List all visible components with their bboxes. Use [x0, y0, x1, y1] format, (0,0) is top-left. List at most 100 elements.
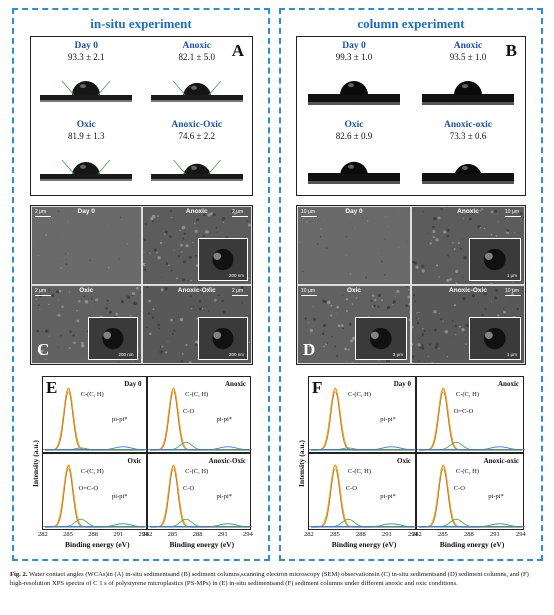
x-axis-label: Binding energy (eV) — [439, 540, 505, 549]
wca-cell: Anoxic 93.5 ± 1.0 — [411, 37, 525, 116]
xps-curves — [147, 387, 252, 451]
xps-curves — [417, 464, 525, 528]
xps-annotation: pi-pi* — [380, 415, 396, 423]
x-tick-label: 285 — [63, 531, 73, 538]
right-panel-title: column experiment — [357, 16, 465, 31]
xps-title: Anoxic-oxic — [483, 457, 519, 465]
panel-letter-e: E — [46, 378, 58, 397]
sem-image: Anoxic 2 μm 200 nm — [141, 206, 252, 285]
xps-title: Anoxic-Oxic — [208, 457, 246, 465]
wca-label: Oxic — [344, 120, 364, 130]
panel-letter-a: A — [231, 41, 244, 60]
xps-annotation: pi-pi* — [111, 415, 128, 423]
caption-prefix: Fig. 2. — [10, 571, 28, 578]
xps-annotation: pi-pi* — [216, 492, 232, 500]
x-tick-label: 291 — [217, 531, 228, 538]
x-tick-label: 282 — [304, 531, 314, 538]
xps-curves — [43, 387, 148, 451]
scale-bar-line — [35, 216, 51, 217]
sem-label: Day 0 — [345, 208, 363, 215]
xps-plot: Day 0 C-(C, H) pi-pi* — [308, 376, 417, 453]
wca-value: 82.1 ± 5.0 — [178, 52, 215, 62]
xps-component-pipi — [311, 446, 415, 451]
inset-scale: 3 μm — [392, 352, 403, 357]
sem-label: Anoxic-Oxic — [449, 287, 487, 294]
wca-value: 93.5 ± 1.0 — [449, 52, 487, 62]
sem-inset: 3 μm — [355, 316, 407, 360]
sem-label: Oxic — [79, 287, 94, 294]
left-panel-title: in-situ experiment — [90, 16, 192, 31]
scale-bar: 2 μm — [232, 288, 248, 296]
wca-value: 74.6 ± 2.2 — [178, 131, 215, 141]
sem-label: Anoxic-Oxic — [177, 287, 216, 294]
inset-scale: 200 nm — [118, 352, 134, 357]
x-tick-label: 282 — [142, 531, 153, 538]
wca-cell: Oxic 82.6 ± 0.9 — [297, 116, 411, 195]
x-tick-label: 288 — [192, 531, 203, 538]
y-axis-label: Intensity (a.u.) — [297, 439, 306, 487]
wca-cell: Day 0 99.3 ± 1.0 — [297, 37, 411, 116]
scale-bar: 2 μm — [232, 209, 248, 217]
wca-value: 99.3 ± 1.0 — [335, 52, 373, 62]
x-axis-label: Binding energy (eV) — [331, 540, 397, 549]
sem-image: Oxic 10 μm 3 μm — [297, 285, 411, 364]
xps-annotation: C-(C, H) — [455, 467, 479, 475]
scale-bar-label: 10 μm — [301, 209, 315, 215]
left-panel — [12, 8, 270, 561]
wca-cell: Anoxic-Oxic 74.6 ± 2.2 — [142, 116, 253, 195]
x-tick-label: 282 — [412, 531, 422, 538]
xps-component-pipi — [419, 446, 523, 451]
xps-plot: Anoxic-Oxic C-(C, H) C-O pi-pi* — [146, 453, 252, 530]
inset-texture — [212, 327, 234, 350]
x-tick-label: 285 — [438, 531, 448, 538]
inset-texture — [102, 327, 124, 350]
inset-texture — [370, 327, 393, 350]
scale-bar: 10 μm — [301, 288, 317, 296]
xps-panel-left: Day 0 C-(C, H) pi-pi* Anoxic C-(C, H) C-O pi-p… — [30, 372, 253, 552]
droplet-image — [150, 159, 243, 181]
sem-label: Anoxic — [457, 208, 479, 215]
scale-bar-label: 2 μm — [35, 209, 47, 215]
wca-value: 81.9 ± 1.3 — [68, 131, 105, 141]
xps-curves — [417, 387, 525, 451]
droplet-image — [422, 81, 514, 105]
xps-annotation: C-O — [183, 484, 195, 492]
xps-annotation: C-(C, H) — [455, 390, 479, 398]
droplet-image — [308, 161, 400, 184]
droplet-image — [308, 81, 400, 105]
xps-panel-right: Day 0 C-(C, H) pi-pi* Anoxic C-(C, H) O=C-O Ox… — [296, 372, 526, 552]
scale-bar: 2 μm — [35, 209, 51, 217]
sem-texture — [142, 207, 251, 282]
xps-annotation: C-(C, H) — [347, 390, 371, 398]
xps-component-co — [149, 441, 250, 451]
xps-title: Oxic — [127, 457, 142, 465]
scale-bar-label: 10 μm — [505, 209, 519, 215]
xps-plot: Oxic C-(C, H) C-O pi-pi* — [308, 453, 417, 530]
scale-bar-line — [505, 216, 521, 217]
xps-annotation: C-(C, H) — [347, 467, 371, 475]
xps-annotation: pi-pi* — [488, 492, 504, 500]
x-tick-label: 288 — [356, 531, 366, 538]
scale-bar-label: 2 μm — [232, 288, 244, 294]
inset-scale: 200 nm — [228, 273, 244, 278]
right-panel — [279, 8, 543, 561]
panel-letter-b: B — [505, 41, 517, 60]
panel-letter-d: D — [303, 340, 316, 359]
x-axis-label: Binding energy (eV) — [64, 540, 130, 549]
wca-value: 82.6 ± 0.9 — [335, 131, 373, 141]
sem-inset: 200 nm — [198, 316, 248, 360]
scale-bar-label: 10 μm — [301, 288, 315, 294]
xps-annotation: C-(C, H) — [185, 467, 209, 475]
sem-image: Anoxic 10 μm 1 μm — [411, 206, 525, 285]
panel-letter-f: F — [312, 378, 323, 397]
xps-curves — [309, 464, 417, 528]
inset-texture — [484, 248, 507, 271]
scale-bar-line — [232, 216, 248, 217]
scale-bar: 2 μm — [35, 288, 51, 296]
x-tick-label: 282 — [38, 531, 48, 538]
wca-cell: Anoxic 82.1 ± 5.0 — [142, 37, 253, 116]
xps-annotation: O=C-O — [78, 484, 99, 492]
xps-annotation: O=C-O — [453, 407, 474, 415]
scale-bar-label: 2 μm — [35, 288, 47, 294]
